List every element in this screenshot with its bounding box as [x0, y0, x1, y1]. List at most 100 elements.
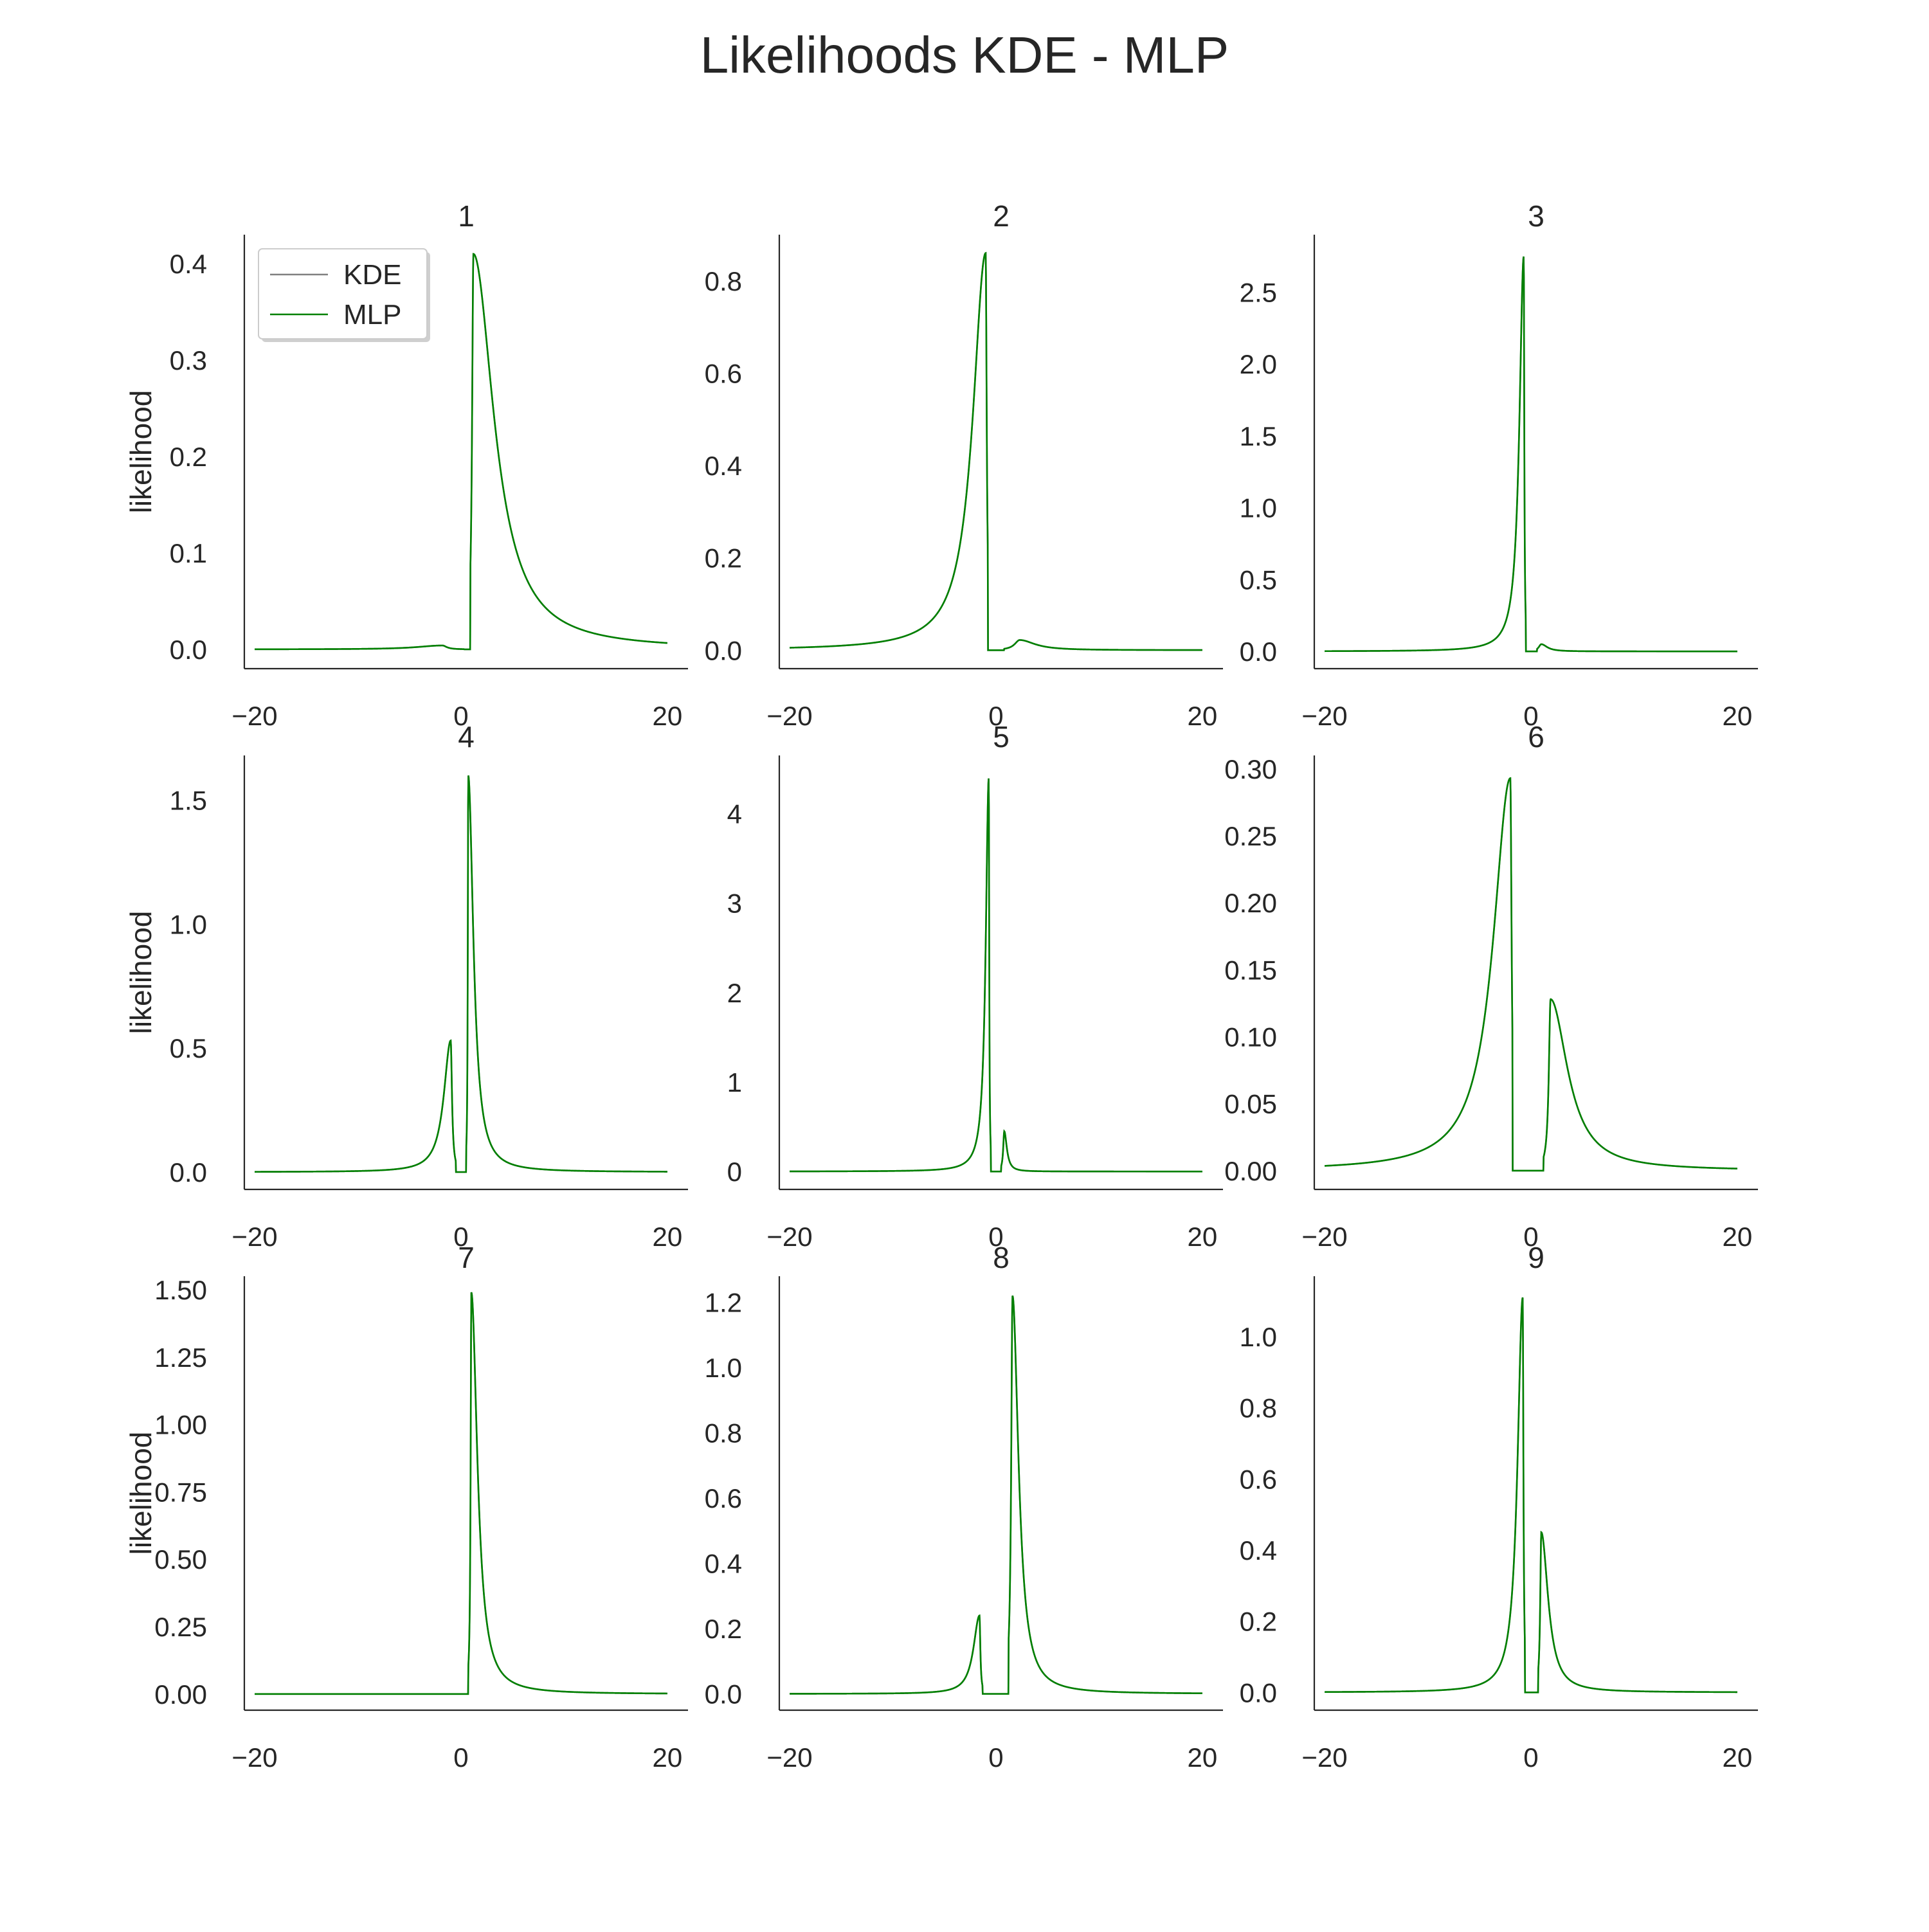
y-tick-label: 0.1 [170, 538, 207, 568]
subplot-2: 2 −20 0 20 0.0 0.2 0.4 0.6 0.8 [705, 199, 1223, 731]
x-tick-label: −20 [766, 1222, 812, 1252]
y-tick-label: 2 [727, 978, 742, 1008]
y-tick-label: 0.0 [705, 1679, 742, 1710]
y-tick-label: 0.6 [705, 1483, 742, 1513]
mlp-line [255, 775, 667, 1173]
x-tick-label: 0 [453, 1742, 468, 1773]
x-tick-label: 20 [1723, 1742, 1753, 1773]
x-tick-label: 20 [1188, 1222, 1218, 1252]
y-tick-label: 1.25 [154, 1342, 207, 1373]
y-tick-label: 0.8 [705, 266, 742, 296]
y-tick-label: 0.25 [154, 1612, 207, 1642]
x-tick-label: −20 [231, 1742, 277, 1773]
y-tick-label: 1.0 [1240, 493, 1277, 523]
x-tick-label: 0 [1523, 1742, 1538, 1773]
y-tick-label: 0.2 [705, 1614, 742, 1644]
y-tick-label: 0.4 [705, 451, 742, 481]
x-tick-label: −20 [231, 1222, 277, 1252]
y-tick-label: 0.2 [170, 442, 207, 472]
y-tick-label: 0.5 [1240, 564, 1277, 595]
x-tick-label: 20 [1188, 1742, 1218, 1773]
x-tick-label: 20 [1723, 1222, 1753, 1252]
subplot-9: 9 −20 0 20 0.0 0.2 0.4 0.6 0.8 1.0 [1240, 1241, 1758, 1773]
y-tick-label: 0.00 [154, 1679, 207, 1710]
x-tick-label: −20 [766, 701, 812, 731]
y-tick-label: 1 [727, 1067, 742, 1097]
x-tick-label: 20 [653, 1742, 683, 1773]
y-tick-label: 0.15 [1224, 955, 1277, 985]
x-tick-label: −20 [1301, 1742, 1347, 1773]
y-tick-label: 1.0 [1240, 1322, 1277, 1352]
mlp-line [1325, 1297, 1737, 1693]
y-tick-label: 1.5 [1240, 421, 1277, 451]
y-tick-label: 0.05 [1224, 1089, 1277, 1119]
y-tick-label: 1.0 [170, 909, 207, 939]
x-tick-label: 0 [453, 1222, 468, 1252]
subplot-title: 9 [1528, 1241, 1544, 1274]
x-tick-label: 0 [453, 701, 468, 731]
x-tick-label: 20 [1188, 701, 1218, 731]
y-tick-label: 0.5 [170, 1033, 207, 1063]
y-tick-label: 2.5 [1240, 277, 1277, 307]
y-tick-label: 0.00 [1224, 1156, 1277, 1186]
subplot-8: 8 −20 0 20 0.0 0.2 0.4 0.6 0.8 1.0 1.2 [705, 1241, 1223, 1773]
y-tick-label: 1.5 [170, 785, 207, 815]
subplot-title: 3 [1528, 199, 1544, 233]
y-tick-label: 0.4 [705, 1549, 742, 1579]
y-tick-label: 2.0 [1240, 349, 1277, 379]
mlp-line [790, 251, 1202, 651]
kde-line [790, 1295, 1202, 1695]
subplot-5: 5 −20 0 20 0 1 2 3 4 [727, 720, 1223, 1252]
kde-line [790, 778, 1202, 1173]
legend-label-kde: KDE [343, 259, 401, 291]
kde-line [1324, 777, 1737, 1172]
y-axis-label: likelihood [124, 390, 158, 514]
y-tick-label: 0.30 [1224, 754, 1277, 784]
x-tick-label: 0 [988, 701, 1003, 731]
x-tick-label: −20 [766, 1742, 812, 1773]
y-tick-label: 4 [727, 799, 742, 829]
y-tick-label: 0.2 [1240, 1607, 1277, 1637]
kde-line [1325, 256, 1737, 653]
y-tick-label: 0.8 [705, 1418, 742, 1449]
legend-label-mlp: MLP [343, 299, 401, 330]
x-tick-label: 0 [1523, 1222, 1538, 1252]
mlp-line [790, 1295, 1202, 1695]
x-tick-label: 20 [653, 701, 683, 731]
y-tick-label: 0.3 [170, 345, 207, 375]
mlp-line [790, 778, 1202, 1173]
x-tick-label: −20 [1301, 1222, 1347, 1252]
y-tick-label: 1.2 [705, 1288, 742, 1318]
y-axis-label: likelihood [124, 911, 158, 1034]
x-tick-label: −20 [231, 701, 277, 731]
subplot-1: 1 −20 0 20 0.0 0.1 0.2 0.3 0.4 likelihood [124, 199, 688, 731]
mlp-line [1324, 777, 1737, 1172]
subplot-6: 6 −20 0 20 0.00 0.05 0.10 0.15 0.20 0.25 0.30 [1224, 720, 1758, 1252]
y-tick-label: 0.20 [1224, 888, 1277, 918]
subplot-3: 3 −20 0 20 0.0 0.5 1.0 1.5 2.0 2.5 [1240, 199, 1758, 731]
y-tick-label: 0.4 [1240, 1535, 1277, 1566]
subplot-title: 1 [458, 199, 475, 233]
x-tick-label: −20 [1301, 701, 1347, 731]
y-tick-label: 0.50 [154, 1544, 207, 1575]
y-tick-label: 0.0 [1240, 1677, 1277, 1708]
y-tick-label: 0.6 [1240, 1464, 1277, 1494]
y-tick-label: 0.0 [170, 635, 207, 665]
y-tick-label: 0.4 [170, 249, 207, 279]
kde-line [1325, 1297, 1737, 1693]
figure-title: Likelihoods KDE - MLP [700, 26, 1229, 84]
x-tick-label: 20 [1723, 701, 1753, 731]
x-tick-label: 20 [653, 1222, 683, 1252]
y-tick-label: 0.6 [705, 358, 742, 388]
y-tick-label: 0.10 [1224, 1022, 1277, 1052]
y-tick-label: 0.8 [1240, 1393, 1277, 1423]
x-tick-label: 0 [1523, 701, 1538, 731]
x-tick-label: 0 [988, 1742, 1003, 1773]
subplot-title: 8 [993, 1241, 1010, 1274]
subplot-7: 7 −20 0 20 0.00 0.25 0.50 0.75 1.00 1.25 1.50 likel… [124, 1241, 688, 1773]
subplot-title: 5 [993, 720, 1010, 754]
subplot-title: 6 [1528, 720, 1544, 754]
kde-line [255, 1292, 667, 1695]
